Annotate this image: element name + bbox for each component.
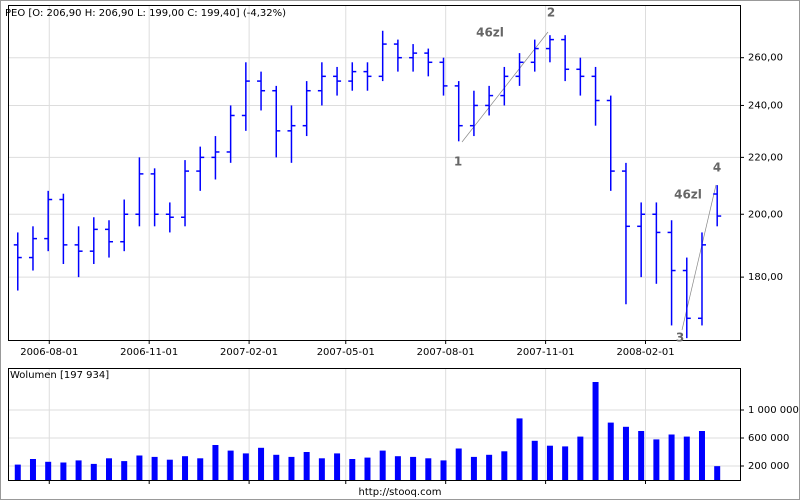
volume-bar: [318, 458, 325, 480]
x-tick-label: 2006-08-01: [20, 347, 78, 358]
volume-frame: [8, 368, 741, 481]
y-tick-label: 200 000: [748, 461, 789, 472]
chart-title: PEO [O: 206,90 H: 206,90 L: 199,00 C: 19…: [5, 8, 286, 19]
volume-bar: [45, 461, 52, 480]
x-tick-label: 2008-02-01: [616, 347, 674, 358]
x-tick-label: 2007-05-01: [317, 347, 375, 358]
volume-bar: [714, 466, 721, 480]
volume-bar: [379, 450, 386, 480]
volume-bar: [364, 457, 371, 480]
volume-bar: [394, 456, 401, 480]
volume-bar: [653, 439, 660, 480]
volume-bar: [182, 456, 189, 480]
annotation: 3: [676, 331, 684, 345]
x-tick-label: 2007-02-01: [220, 347, 278, 358]
wave-line: [681, 184, 717, 331]
volume-bar: [546, 445, 553, 480]
volume-bar: [334, 453, 341, 480]
annotation: 46zl: [674, 188, 702, 202]
volume-bar: [136, 455, 143, 480]
volume-bar: [607, 422, 614, 480]
y-tick-label: 1 000 000: [748, 405, 799, 416]
volume-bar: [14, 464, 21, 480]
volume-bar: [410, 456, 417, 480]
volume-bar: [288, 456, 295, 480]
volume-bar: [106, 458, 113, 480]
volume-bar: [668, 434, 675, 480]
volume-bar: [227, 450, 234, 480]
volume-bar: [166, 459, 173, 480]
y-tick-label: 260,00: [748, 53, 783, 64]
x-tick-label: 2007-11-01: [517, 347, 575, 358]
volume-bar: [698, 431, 705, 480]
volume-bar: [516, 418, 523, 480]
volume-bar: [683, 436, 690, 480]
volume-bar: [121, 461, 128, 480]
y-tick-label: 240,00: [748, 100, 783, 111]
x-tick-label: 2007-08-01: [417, 347, 475, 358]
volume-bar: [303, 452, 310, 480]
y-tick-label: 180,00: [748, 272, 783, 283]
volume-bar: [455, 448, 462, 480]
volume-bar: [501, 451, 508, 480]
volume-bar: [29, 459, 36, 480]
volume-bar: [60, 462, 67, 480]
volume-bar: [425, 458, 432, 480]
annotation: 2: [547, 6, 555, 20]
volume-bar: [440, 460, 447, 480]
volume-bar: [273, 454, 280, 480]
y-tick-label: 220,00: [748, 152, 783, 163]
volume-bar: [242, 453, 249, 480]
footer: http://stooq.com: [359, 487, 442, 498]
annotation: 1: [454, 155, 462, 169]
volume-bar: [258, 447, 265, 480]
y-tick-label: 200,00: [748, 209, 783, 220]
volume-bar: [75, 460, 82, 480]
volume-bar: [212, 445, 219, 480]
volume-bar: [531, 440, 538, 480]
volume-bar: [562, 446, 569, 480]
annotation: 4: [713, 161, 721, 175]
volume-bar: [638, 431, 645, 480]
volume-bar: [151, 456, 158, 480]
y-tick-label: 600 000: [748, 433, 789, 444]
volume-title: Wolumen [197 934]: [10, 370, 109, 381]
x-tick-label: 2006-11-01: [120, 347, 178, 358]
volume-bar: [592, 382, 599, 480]
annotation: 46zl: [476, 26, 504, 40]
volume-bar: [622, 426, 629, 480]
volume-bar: [470, 456, 477, 480]
volume-bar: [197, 458, 204, 480]
volume-bar: [486, 454, 493, 480]
volume-bar: [349, 459, 356, 480]
volume-bar: [577, 436, 584, 480]
volume-bar: [90, 463, 97, 480]
price-frame: [8, 5, 741, 341]
